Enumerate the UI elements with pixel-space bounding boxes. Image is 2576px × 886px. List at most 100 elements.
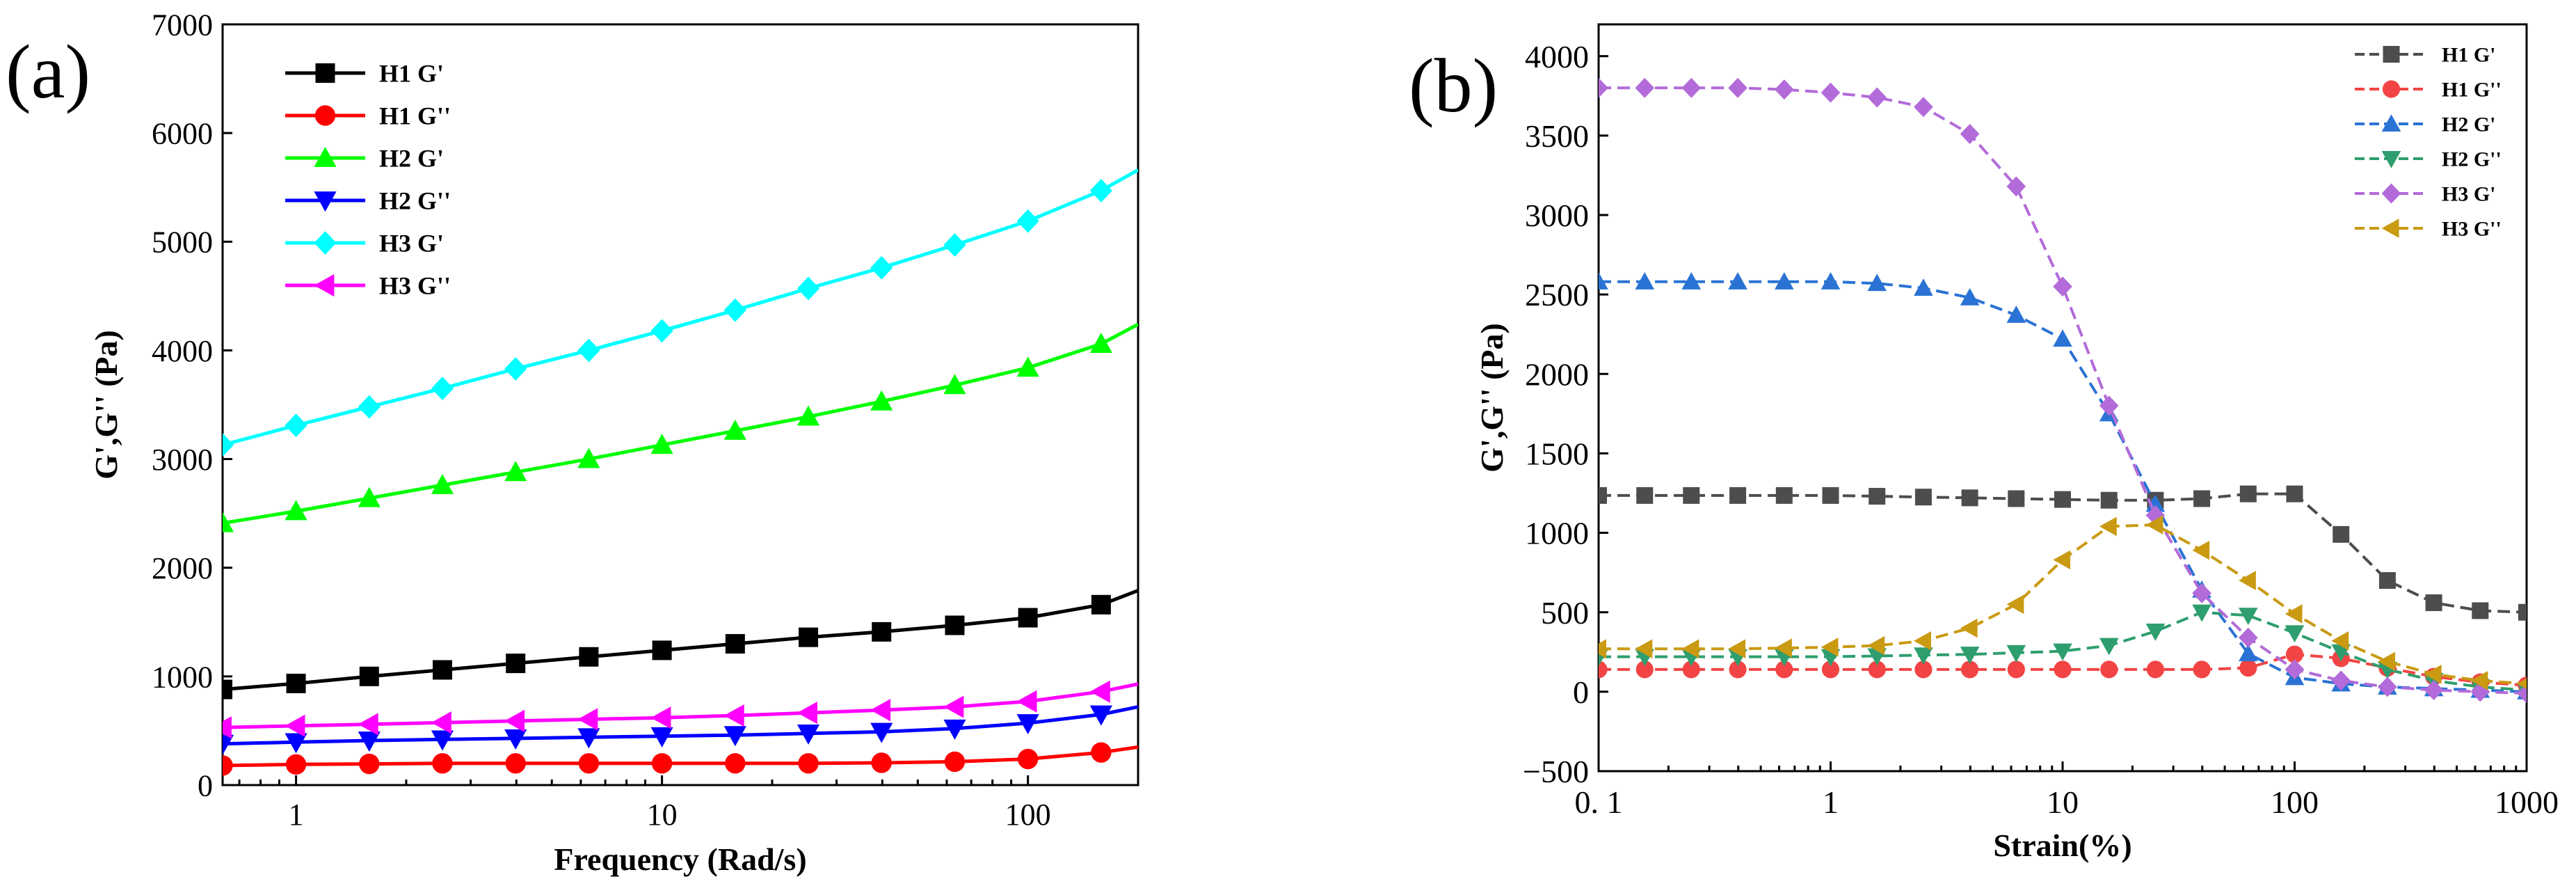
- data-point-b-0: [1914, 489, 1932, 506]
- data-point-b-3: [2285, 625, 2305, 643]
- data-point-a-2: [1016, 356, 1039, 377]
- data-point-b-1: [1868, 660, 1886, 679]
- legend-label-b-2: H2 G': [2442, 113, 2496, 136]
- data-point-b-4: [1960, 124, 1980, 145]
- legend-marker-b-3: [2381, 150, 2401, 168]
- data-point-a-5: [1016, 690, 1037, 713]
- data-point-b-5: [1599, 639, 1607, 659]
- data-point-b-5: [1635, 639, 1653, 659]
- data-point-b-5: [2145, 515, 2163, 535]
- data-point-a-5: [577, 708, 598, 731]
- data-point-a-0: [359, 666, 379, 686]
- data-point-a-0: [579, 647, 599, 667]
- data-point-b-0: [1599, 486, 1607, 504]
- data-point-a-2: [504, 461, 527, 482]
- data-point-b-4: [1867, 87, 1887, 108]
- x-axis-label-a: Frequency (Rad/s): [554, 841, 806, 877]
- data-point-b-5: [1681, 639, 1699, 659]
- y-tick-label-a: 3000: [152, 443, 213, 477]
- data-point-a-2: [870, 390, 893, 411]
- series-b-2: [1599, 272, 2527, 699]
- data-point-b-5: [2331, 631, 2349, 651]
- data-point-b-4: [2099, 395, 2119, 416]
- x-axis-label-b: Strain(%): [1993, 828, 2131, 863]
- data-point-b-4: [2378, 677, 2397, 697]
- series-b-4: [1599, 77, 2527, 704]
- data-point-b-0: [2518, 603, 2527, 621]
- data-point-a-1: [871, 752, 892, 773]
- data-point-b-0: [1775, 486, 1793, 504]
- data-point-b-4: [2285, 659, 2305, 680]
- series-line-a-2: [223, 322, 1138, 525]
- data-point-b-2: [2053, 329, 2072, 347]
- data-point-b-0: [1729, 486, 1747, 504]
- data-point-b-0: [1869, 488, 1886, 505]
- y-tick-label-b: 2000: [1525, 356, 1589, 392]
- data-point-b-2: [1728, 272, 1747, 290]
- data-point-a-5: [504, 709, 525, 732]
- data-point-a-0: [945, 615, 965, 635]
- data-point-a-4: [650, 319, 673, 343]
- data-point-a-1: [651, 753, 673, 774]
- data-point-a-4: [285, 413, 307, 438]
- x-tick-label-a: 100: [1005, 798, 1051, 832]
- data-point-a-4: [431, 377, 454, 400]
- data-point-a-2: [223, 512, 234, 532]
- data-point-b-0: [2008, 490, 2025, 507]
- data-point-b-4: [1914, 97, 1933, 118]
- data-point-b-4: [1635, 77, 1655, 98]
- series-a-4: [223, 168, 1138, 457]
- data-point-b-4: [1681, 77, 1702, 98]
- legend-marker-a-4: [314, 231, 337, 255]
- data-point-b-1: [2193, 660, 2211, 679]
- data-point-a-4: [870, 255, 893, 280]
- data-point-a-0: [1091, 594, 1111, 615]
- data-point-b-0: [1961, 489, 1978, 507]
- x-tick-label-b: 1: [1823, 784, 1839, 820]
- data-point-a-0: [286, 674, 306, 694]
- legend-label-a-2: H2 G': [379, 145, 444, 173]
- data-point-a-3: [577, 728, 600, 749]
- x-tick-label-a: 1: [289, 798, 304, 832]
- data-point-b-5: [1821, 638, 1839, 657]
- data-point-a-1: [1017, 748, 1039, 770]
- plot-frame-a: [221, 23, 1139, 786]
- data-point-b-1: [1775, 660, 1793, 679]
- data-point-b-4: [1821, 82, 1841, 103]
- data-point-b-1: [1599, 660, 1608, 679]
- y-tick-label-b: 1000: [1525, 516, 1589, 551]
- series-line-a-1: [223, 745, 1138, 768]
- data-point-b-2: [2239, 644, 2258, 662]
- data-point-a-3: [504, 729, 527, 750]
- data-point-a-3: [723, 726, 746, 747]
- y-tick-label-a: 2000: [152, 551, 213, 585]
- data-point-a-3: [285, 733, 307, 754]
- legend-marker-a-1: [314, 105, 336, 126]
- series-b-0: [1599, 485, 2527, 621]
- series-a-5: [223, 680, 1138, 739]
- data-point-b-4: [2053, 276, 2072, 297]
- data-point-a-0: [799, 627, 819, 647]
- data-point-a-1: [223, 755, 233, 776]
- data-point-a-1: [944, 751, 966, 773]
- data-point-b-0: [2378, 572, 2396, 590]
- data-point-a-2: [577, 448, 600, 468]
- data-point-b-0: [2054, 491, 2071, 508]
- legend-marker-b-1: [2382, 80, 2401, 98]
- y-tick-label-b: 0: [1573, 674, 1589, 710]
- data-point-a-4: [223, 433, 234, 457]
- y-tick-label-b: 500: [1541, 595, 1589, 631]
- data-point-b-5: [2517, 678, 2527, 690]
- y-tick-label-a: 0: [198, 768, 213, 802]
- data-point-a-1: [432, 753, 453, 774]
- y-tick-label-a: 6000: [152, 117, 213, 151]
- data-point-a-4: [943, 233, 966, 257]
- data-point-b-5: [2006, 594, 2024, 615]
- series-a-0: [223, 589, 1138, 699]
- chart-b: −500 0 500 1000 1500 2000 2500 3000 3500 4000 0. 1…: [1474, 23, 2559, 863]
- data-point-a-5: [943, 695, 964, 718]
- data-point-b-5: [2285, 604, 2303, 624]
- data-point-b-2: [1960, 287, 1980, 306]
- data-point-a-5: [285, 714, 305, 738]
- data-point-b-2: [1867, 274, 1887, 292]
